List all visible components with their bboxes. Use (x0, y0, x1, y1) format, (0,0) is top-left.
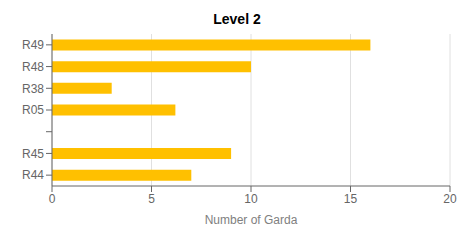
svg-text:10: 10 (244, 192, 258, 206)
svg-text:5: 5 (148, 192, 155, 206)
svg-text:R49: R49 (22, 38, 44, 52)
svg-text:15: 15 (344, 192, 358, 206)
svg-text:R38: R38 (22, 82, 44, 96)
svg-text:R48: R48 (22, 60, 44, 74)
svg-text:R44: R44 (22, 168, 44, 182)
svg-text:Number of Garda: Number of Garda (205, 213, 298, 227)
svg-text:R05: R05 (22, 103, 44, 117)
svg-text:0: 0 (49, 192, 56, 206)
html-text:Level 2: Level 2 (213, 11, 261, 27)
svg-text:R45: R45 (22, 147, 44, 161)
svg-text:20: 20 (443, 192, 457, 206)
